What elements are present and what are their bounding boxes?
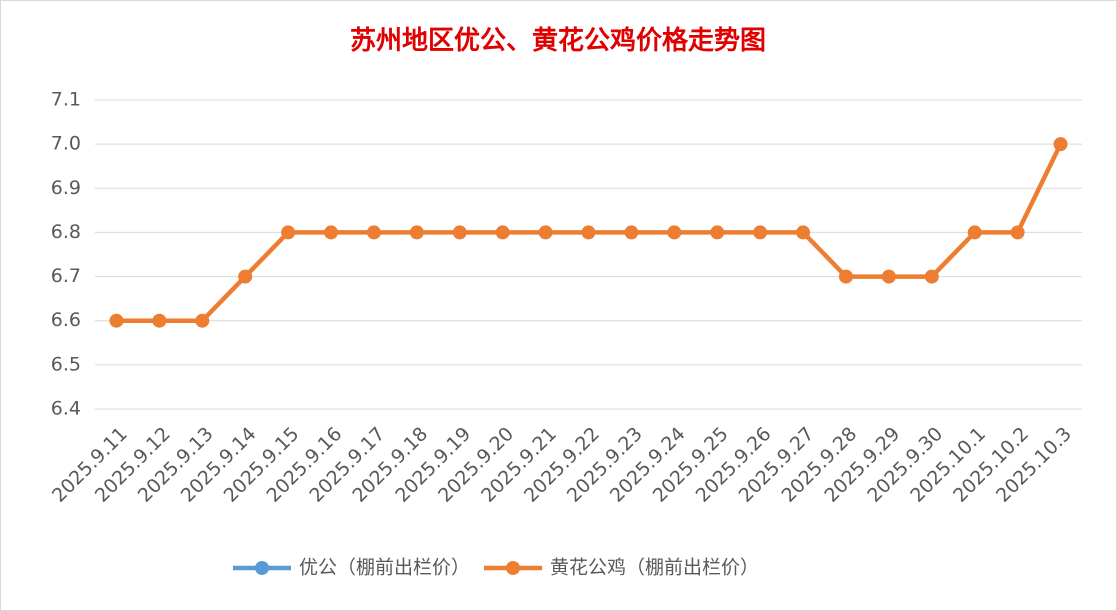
y-tick-label: 6.7 xyxy=(51,265,81,287)
data-point xyxy=(409,225,424,240)
data-point xyxy=(324,225,339,240)
data-point xyxy=(195,313,210,328)
chart-title: 苏州地区优公、黄花公鸡价格走势图 xyxy=(350,25,766,56)
data-point xyxy=(152,313,167,328)
data-point xyxy=(1053,137,1068,152)
data-point xyxy=(281,225,296,240)
data-point xyxy=(967,225,982,240)
y-tick-label: 6.6 xyxy=(51,309,81,331)
data-point xyxy=(838,269,853,284)
data-point xyxy=(495,225,510,240)
data-point xyxy=(753,225,768,240)
legend-label: 黄花公鸡（棚前出栏价） xyxy=(550,557,759,579)
legend-label: 优公（棚前出栏价） xyxy=(299,557,470,579)
y-tick-label: 6.8 xyxy=(51,221,81,243)
y-tick-label: 6.5 xyxy=(51,353,81,375)
data-point xyxy=(710,225,725,240)
legend-marker xyxy=(506,561,521,575)
data-point xyxy=(881,269,896,284)
y-tick-label: 7.1 xyxy=(51,89,81,111)
data-point xyxy=(238,269,253,284)
data-point xyxy=(538,225,553,240)
data-point xyxy=(924,269,939,284)
legend-marker xyxy=(255,561,269,575)
data-point xyxy=(667,225,682,240)
data-point xyxy=(366,225,381,240)
data-point xyxy=(109,313,124,328)
data-point xyxy=(624,225,639,240)
data-point xyxy=(452,225,467,240)
y-tick-label: 6.9 xyxy=(51,177,81,199)
y-tick-label: 6.4 xyxy=(51,398,81,420)
data-point xyxy=(1010,225,1025,240)
data-point xyxy=(581,225,596,240)
data-point xyxy=(796,225,811,240)
y-tick-label: 7.0 xyxy=(51,133,81,155)
